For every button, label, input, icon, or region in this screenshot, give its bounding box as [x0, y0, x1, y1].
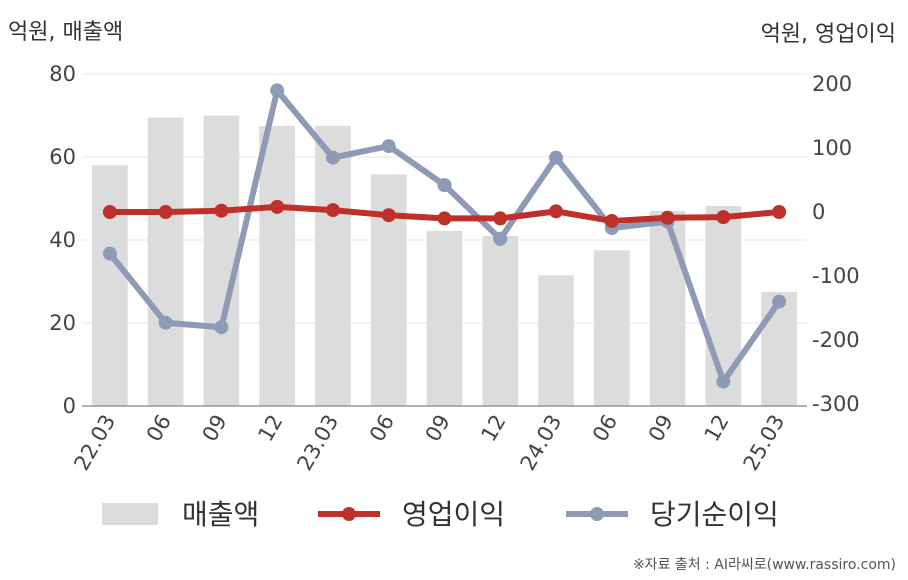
left-tick-label: 20: [49, 311, 76, 335]
point-당기순이익-06: [159, 316, 173, 330]
point-당기순이익-12: [716, 375, 730, 389]
bar-25.03: [761, 292, 797, 406]
point-당기순이익-23.03: [326, 151, 340, 165]
legend-label: 당기순이익: [650, 498, 779, 531]
legend-label: 매출액: [182, 498, 259, 531]
bar-06: [594, 250, 630, 406]
x-tick-label: 06: [588, 411, 622, 446]
legend-swatch-bar: [102, 503, 158, 525]
x-tick-label: 06: [142, 411, 176, 446]
right-tick-label: -300: [812, 392, 860, 416]
right-tick-label: 200: [812, 72, 852, 96]
x-tick-label: 09: [644, 411, 678, 446]
x-tick-label: 06: [365, 411, 399, 446]
left-tick-label: 80: [49, 62, 76, 86]
point-영업이익-22.03: [103, 205, 117, 219]
bar-06: [148, 118, 184, 406]
point-영업이익-12: [270, 200, 284, 214]
point-영업이익-09: [214, 204, 228, 218]
point-영업이익-06: [605, 214, 619, 228]
right-tick-label: 0: [812, 200, 825, 224]
x-tick-label: 09: [421, 411, 455, 446]
x-tick-label: 22.03: [69, 411, 120, 475]
legend-label: 영업이익: [402, 498, 505, 531]
legend-marker-net: [590, 507, 604, 521]
point-영업이익-09: [438, 211, 452, 225]
source-note: ※자료 출처 : AI라씨로(www.rassiro.com): [633, 554, 896, 574]
legend-marker-operating: [342, 507, 356, 521]
x-tick-label: 23.03: [292, 411, 343, 475]
point-당기순이익-25.03: [772, 295, 786, 309]
x-tick-label: 24.03: [516, 411, 567, 475]
point-당기순이익-09: [438, 178, 452, 192]
bar-09: [204, 116, 240, 407]
left-tick-label: 0: [63, 394, 76, 418]
bar-12: [259, 126, 295, 406]
x-tick-label: 12: [476, 411, 510, 446]
left-tick-label: 40: [49, 228, 76, 252]
bar-12: [482, 236, 518, 406]
point-영업이익-23.03: [326, 203, 340, 217]
point-영업이익-12: [716, 210, 730, 224]
point-영업이익-24.03: [549, 204, 563, 218]
point-당기순이익-12: [270, 83, 284, 97]
x-tick-label: 12: [700, 411, 734, 446]
x-tick-label: 25.03: [739, 411, 790, 475]
point-당기순이익-12: [493, 232, 507, 246]
x-tick-label: 09: [198, 411, 232, 446]
left-tick-label: 60: [49, 145, 76, 169]
point-당기순이익-24.03: [549, 151, 563, 165]
point-당기순이익-06: [382, 139, 396, 153]
point-영업이익-25.03: [772, 205, 786, 219]
bar-09: [427, 231, 463, 406]
bar-22.03: [92, 165, 128, 406]
right-tick-label: 100: [812, 136, 852, 160]
bar-24.03: [538, 275, 574, 406]
bar-23.03: [315, 126, 351, 406]
right-tick-label: -100: [812, 264, 860, 288]
bar-09: [650, 211, 686, 406]
point-영업이익-06: [159, 205, 173, 219]
point-영업이익-06: [382, 208, 396, 222]
point-영업이익-12: [493, 211, 507, 225]
point-당기순이익-09: [214, 320, 228, 334]
point-영업이익-09: [661, 211, 675, 225]
x-tick-label: 12: [253, 411, 287, 446]
right-tick-label: -200: [812, 328, 860, 352]
point-당기순이익-22.03: [103, 247, 117, 261]
